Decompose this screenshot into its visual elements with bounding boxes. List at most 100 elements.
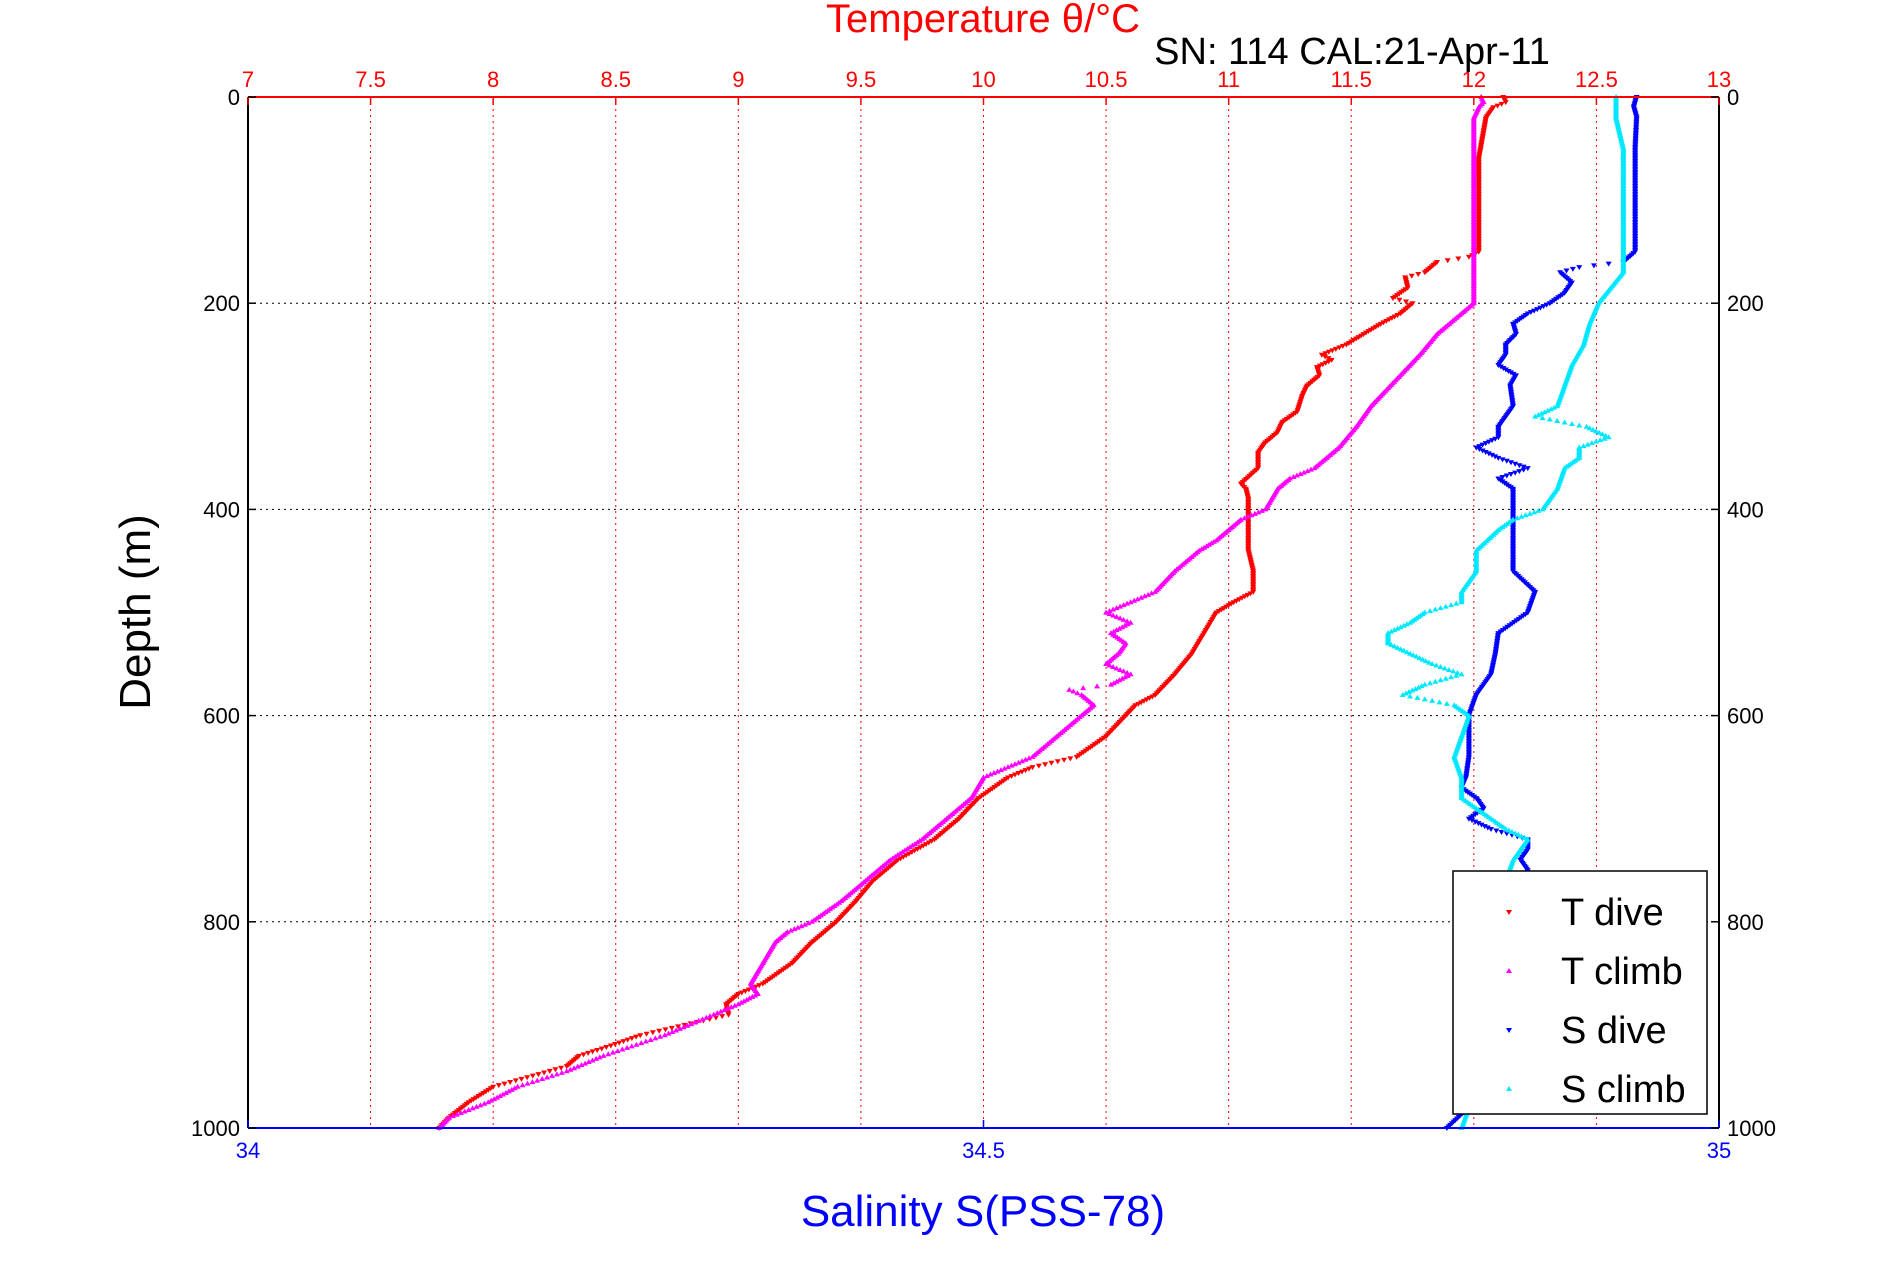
data-point <box>1380 320 1387 326</box>
data-point <box>1495 435 1502 441</box>
temperature-tick-label: 11 <box>1217 67 1240 92</box>
data-point <box>1343 342 1350 348</box>
data-point <box>1453 672 1460 678</box>
data-point <box>1481 824 1488 830</box>
data-point <box>494 1094 501 1100</box>
data-point <box>1300 469 1307 475</box>
data-point <box>1563 268 1570 274</box>
data-point <box>998 767 1005 773</box>
data-point <box>481 1100 488 1106</box>
data-point <box>1538 410 1545 416</box>
data-point <box>1230 600 1237 606</box>
data-point <box>703 1014 710 1020</box>
legend-label: T dive <box>1561 892 1664 934</box>
data-point <box>1515 831 1522 837</box>
depth-tick-label-left: 400 <box>203 497 240 522</box>
data-point <box>1297 471 1304 477</box>
data-point <box>1433 662 1440 668</box>
data-point <box>1394 312 1401 318</box>
data-point <box>529 1079 536 1085</box>
data-point <box>633 1034 640 1040</box>
data-point <box>1311 465 1318 471</box>
data-point <box>607 1043 614 1049</box>
data-point <box>1512 461 1519 467</box>
data-point <box>552 1067 559 1073</box>
depth-tick-label-left: 1000 <box>191 1116 240 1141</box>
temperature-tick-label: 8 <box>487 67 499 92</box>
data-point <box>1427 608 1434 614</box>
data-point <box>1022 756 1029 762</box>
data-point <box>791 926 798 932</box>
data-point <box>657 1033 664 1039</box>
data-point <box>1042 762 1049 768</box>
data-point <box>1482 449 1489 455</box>
data-point <box>911 848 918 854</box>
temperature-tick-label: 7.5 <box>355 67 386 92</box>
data-point <box>1527 310 1534 316</box>
data-point <box>1547 406 1554 412</box>
data-point <box>1484 825 1491 831</box>
data-point <box>1531 509 1538 515</box>
data-point <box>1138 594 1145 600</box>
data-point <box>1067 756 1074 762</box>
data-point <box>1543 302 1550 308</box>
legend: T dive T climb S dive S climb <box>1452 870 1708 1115</box>
data-point <box>1453 600 1460 606</box>
data-point <box>1429 697 1436 703</box>
data-point <box>1413 653 1420 659</box>
data-point <box>931 837 938 843</box>
data-point <box>453 1111 460 1117</box>
data-point <box>1117 615 1124 621</box>
data-point <box>624 1044 631 1050</box>
data-point <box>1391 643 1398 649</box>
data-point <box>1329 348 1336 354</box>
data-point <box>637 1033 644 1039</box>
data-point <box>1054 759 1061 765</box>
data-point <box>1008 773 1015 779</box>
data-point <box>1029 753 1036 759</box>
data-point <box>1509 828 1516 834</box>
data-point <box>681 1022 688 1028</box>
legend-box <box>1452 870 1708 1115</box>
depth-tick-label-right: 1000 <box>1727 1116 1776 1141</box>
data-point <box>1416 655 1423 661</box>
data-point <box>1394 644 1401 650</box>
data-point <box>1502 100 1509 106</box>
data-point <box>801 921 808 927</box>
data-point <box>1437 677 1444 683</box>
data-point <box>1152 692 1159 698</box>
data-point <box>752 984 759 990</box>
salinity-tick-label: 34.5 <box>962 1138 1005 1163</box>
data-point <box>1406 689 1413 695</box>
data-point <box>1360 332 1367 338</box>
data-point <box>1540 304 1547 310</box>
data-point <box>1469 818 1476 824</box>
data-point <box>1403 299 1410 305</box>
data-point <box>1605 261 1612 267</box>
data-point <box>908 850 915 856</box>
data-point <box>1223 604 1230 610</box>
data-point <box>652 1035 659 1041</box>
data-point <box>1035 763 1042 769</box>
data-point <box>1502 826 1509 832</box>
data-point <box>603 1044 610 1050</box>
data-point <box>1450 668 1457 674</box>
data-point <box>1353 336 1360 342</box>
data-point <box>1601 435 1608 441</box>
data-point <box>695 1017 702 1023</box>
data-point <box>534 1077 541 1083</box>
data-point <box>628 1043 635 1049</box>
data-point <box>1325 359 1332 365</box>
data-point <box>594 1047 601 1053</box>
data-point <box>1127 599 1134 605</box>
data-point <box>991 770 998 776</box>
data-point <box>1534 307 1541 313</box>
data-point <box>662 1027 669 1033</box>
data-point <box>501 1081 508 1087</box>
depth-tick-label-left: 800 <box>203 910 240 935</box>
depth-tick-label-right: 800 <box>1727 910 1764 935</box>
data-point <box>1412 686 1419 692</box>
data-point <box>1427 680 1434 686</box>
data-point <box>638 1040 645 1046</box>
